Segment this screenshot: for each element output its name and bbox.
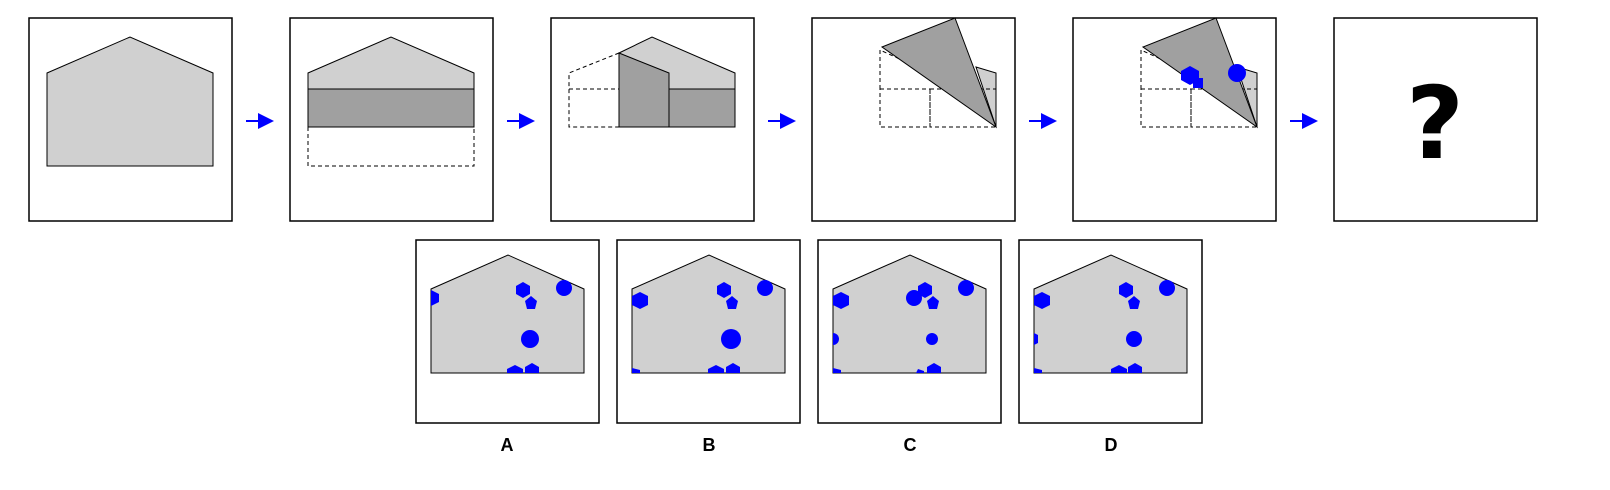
fold-outline — [307, 126, 475, 167]
half-circle-hole — [833, 333, 839, 345]
hexagon-hole — [918, 282, 932, 298]
paper-sheet — [46, 36, 214, 167]
pentagon-hole — [726, 363, 740, 373]
question-mark: ? — [1406, 65, 1464, 182]
pentagon-hole — [1128, 296, 1140, 309]
fold-outline-b — [1190, 88, 1258, 128]
step-3-panel — [550, 17, 755, 222]
fold-outline-left — [568, 52, 620, 128]
pentagon-hole — [525, 296, 537, 309]
circle-hole — [1228, 64, 1246, 82]
pentagon-hole — [507, 365, 523, 373]
option-label-a[interactable]: A — [501, 435, 514, 455]
circle-hole — [757, 280, 773, 296]
hexagon-hole — [1119, 282, 1133, 298]
paper-sheet — [631, 254, 786, 374]
strip-right — [668, 88, 736, 128]
circle-hole — [721, 329, 741, 349]
holes — [1034, 280, 1175, 373]
pentagon-hole — [726, 296, 738, 309]
pentagon-hole — [708, 365, 724, 373]
hexagon-hole — [833, 292, 849, 309]
circle-hole — [521, 330, 539, 348]
pentagon-hole — [1111, 365, 1127, 373]
pentagon-hole — [927, 363, 941, 373]
pentagon-hole — [1128, 363, 1142, 373]
fold-outline-a — [1140, 88, 1192, 128]
hexagon-hole — [632, 292, 648, 309]
half-hexagon-hole — [431, 290, 439, 306]
step-2-panel — [289, 17, 494, 222]
paper-sheet — [430, 254, 585, 374]
hexagon-hole — [516, 282, 530, 298]
option-d[interactable] — [1018, 239, 1203, 424]
fold-outline-a — [879, 88, 931, 128]
step-4-panel — [811, 17, 1016, 222]
option-c[interactable] — [817, 239, 1002, 424]
question-panel: ? — [1333, 17, 1538, 222]
paper-top — [307, 36, 475, 90]
step-1-panel — [28, 17, 233, 222]
step-5-panel — [1072, 17, 1277, 222]
circle-hole — [926, 333, 938, 345]
folded-left-flap — [618, 52, 670, 128]
folded-strip — [307, 88, 475, 128]
option-b[interactable] — [616, 239, 801, 424]
option-label-b[interactable]: B — [703, 435, 716, 455]
square-hole — [1193, 78, 1203, 88]
option-label-d[interactable]: D — [1105, 435, 1118, 455]
hexagon-hole — [717, 282, 731, 298]
hexagon-hole — [1034, 292, 1050, 309]
circle-hole — [1126, 331, 1142, 347]
holes — [632, 280, 773, 373]
circle-hole — [906, 290, 922, 306]
holes — [833, 280, 974, 373]
partial-hole — [1034, 333, 1038, 345]
partial-hole — [833, 368, 841, 373]
partial-hole — [632, 368, 640, 373]
partial-hole — [916, 369, 924, 373]
paper-sheet — [832, 254, 987, 374]
circle-hole — [958, 280, 974, 296]
circle-hole — [1159, 280, 1175, 296]
diagonal-flap — [880, 17, 998, 129]
pentagon-hole — [525, 363, 539, 373]
fold-outline-b — [929, 88, 997, 128]
pentagon-hole — [927, 296, 939, 309]
option-label-c[interactable]: C — [904, 435, 917, 455]
paper-sheet — [1033, 254, 1188, 374]
circle-hole — [556, 280, 572, 296]
partial-hole — [1034, 368, 1042, 373]
holes — [431, 280, 572, 373]
option-a[interactable] — [415, 239, 600, 424]
